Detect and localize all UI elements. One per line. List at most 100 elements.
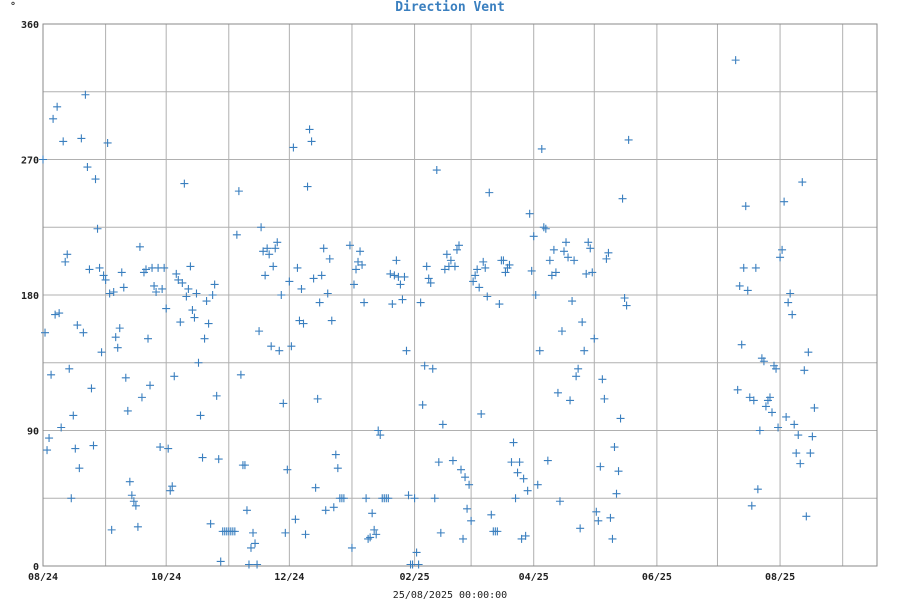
data-point-marker — [45, 434, 54, 443]
data-point-marker — [614, 467, 623, 476]
data-point-marker — [184, 284, 193, 293]
data-point-marker — [774, 423, 783, 432]
x-tick-label: 08/25 — [765, 572, 795, 583]
data-point-marker — [99, 271, 108, 280]
data-point-marker — [753, 485, 762, 494]
data-point-marker — [428, 364, 437, 373]
data-point-marker — [85, 265, 94, 274]
data-point-marker — [388, 300, 397, 309]
data-point-marker — [806, 449, 815, 458]
data-point-marker — [370, 525, 379, 534]
data-point-marker — [731, 56, 740, 65]
data-point-marker — [101, 275, 110, 284]
data-point-marker — [493, 527, 502, 536]
data-point-marker — [404, 491, 413, 500]
data-point-marker — [141, 265, 150, 274]
data-point-marker — [77, 134, 86, 143]
data-point-marker — [505, 260, 514, 269]
data-point-marker — [309, 274, 318, 283]
data-point-marker — [602, 254, 611, 263]
data-point-marker — [515, 458, 524, 467]
data-point-marker — [800, 366, 809, 375]
data-point-marker — [210, 280, 219, 289]
data-point-marker — [527, 266, 536, 275]
data-point-marker — [517, 534, 526, 543]
data-point-marker — [283, 465, 292, 474]
data-point-marker — [79, 328, 88, 337]
data-point-marker — [119, 283, 128, 292]
data-point-marker — [448, 456, 457, 465]
data-point-marker — [67, 494, 76, 503]
data-point-marker — [121, 373, 130, 382]
data-point-marker — [794, 431, 803, 440]
data-point-marker — [400, 272, 409, 281]
data-point-marker — [202, 297, 211, 306]
data-point-marker — [541, 224, 550, 233]
data-point-marker — [129, 497, 138, 506]
data-point-marker — [368, 509, 377, 518]
plot-grid — [43, 24, 877, 566]
data-point-marker — [422, 262, 431, 271]
data-point-marker — [127, 491, 136, 500]
data-point-marker — [426, 278, 435, 287]
x-tick-label: 08/24 — [28, 572, 58, 583]
data-point-marker — [622, 301, 631, 310]
data-point-marker — [376, 431, 385, 440]
data-point-marker — [297, 284, 306, 293]
data-point-marker — [255, 327, 264, 336]
data-point-marker — [463, 504, 472, 513]
data-point-marker — [430, 494, 439, 503]
data-point-marker — [55, 309, 64, 318]
data-point-marker — [511, 494, 520, 503]
data-point-marker — [87, 384, 96, 393]
data-point-marker — [555, 497, 564, 506]
data-point-marker — [743, 286, 752, 295]
data-point-marker — [487, 510, 496, 519]
data-point-marker — [307, 137, 316, 146]
data-point-marker — [513, 468, 522, 477]
data-point-marker — [751, 263, 760, 272]
data-point-marker — [137, 393, 146, 402]
data-point-marker — [321, 506, 330, 515]
data-point-marker — [83, 163, 92, 172]
data-point-marker — [509, 438, 518, 447]
data-point-marker — [545, 256, 554, 265]
data-point-marker — [323, 289, 332, 298]
data-point-marker — [572, 372, 581, 381]
data-point-marker — [804, 348, 813, 357]
data-point-marker — [420, 361, 429, 370]
data-point-marker — [267, 342, 276, 351]
data-point-marker — [107, 525, 116, 534]
data-point-marker — [61, 257, 70, 266]
data-point-marker — [172, 269, 181, 278]
data-point-marker — [269, 262, 278, 271]
data-point-marker — [424, 274, 433, 283]
x-axis-ticks: 08/24 10/24 12/24 02/25 04/25 06/25 08/25 — [28, 572, 795, 583]
data-point-marker — [741, 202, 750, 211]
data-point-marker — [396, 280, 405, 289]
data-point-marker — [299, 319, 308, 328]
data-point-marker — [772, 364, 781, 373]
data-point-marker — [495, 300, 504, 309]
data-point-marker — [253, 560, 262, 569]
data-point-marker — [745, 393, 754, 402]
data-point-marker — [362, 494, 371, 503]
data-point-marker — [446, 256, 455, 265]
data-point-marker — [481, 263, 490, 272]
data-point-marker — [319, 244, 328, 253]
data-point-marker — [279, 399, 288, 408]
data-point-marker — [543, 456, 552, 465]
data-point-marker — [232, 230, 241, 239]
x-tick-label: 04/25 — [519, 572, 549, 583]
data-point-marker — [808, 432, 817, 441]
data-point-marker — [749, 396, 758, 405]
data-point-marker — [776, 253, 785, 262]
data-point-marker — [59, 137, 68, 146]
data-point-marker — [612, 489, 621, 498]
data-point-marker — [271, 244, 280, 253]
data-point-marker — [523, 486, 532, 495]
data-point-marker — [111, 333, 120, 342]
data-point-marker — [796, 459, 805, 468]
